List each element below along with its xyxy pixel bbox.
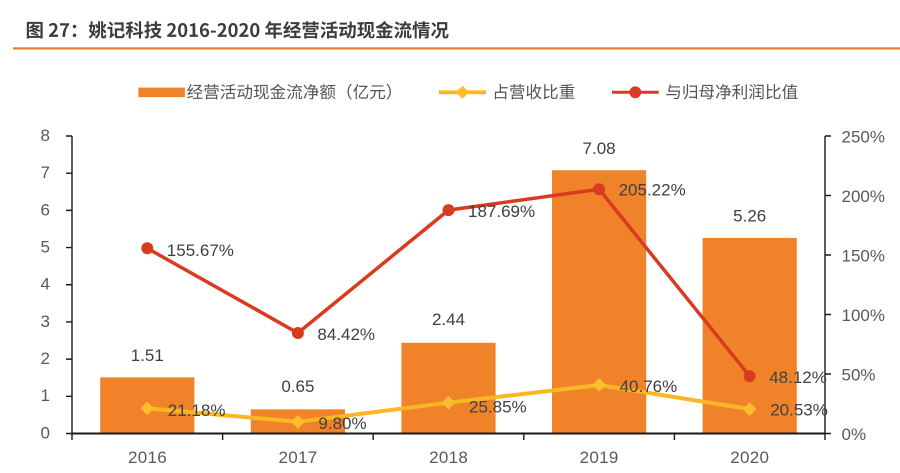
svg-text:9.80%: 9.80% — [318, 414, 366, 433]
svg-text:3: 3 — [41, 312, 50, 331]
svg-text:150%: 150% — [842, 247, 885, 266]
svg-text:2018: 2018 — [429, 448, 468, 467]
svg-text:2017: 2017 — [278, 448, 317, 467]
svg-text:0: 0 — [41, 423, 50, 442]
svg-text:1.51: 1.51 — [131, 346, 164, 365]
svg-text:100%: 100% — [842, 306, 885, 325]
svg-text:50%: 50% — [842, 366, 876, 385]
svg-text:48.12%: 48.12% — [769, 368, 827, 387]
svg-text:6: 6 — [41, 200, 50, 219]
svg-text:2.44: 2.44 — [432, 310, 465, 329]
svg-text:2016: 2016 — [128, 448, 167, 467]
svg-text:205.22%: 205.22% — [619, 180, 686, 199]
svg-text:5.26: 5.26 — [733, 207, 766, 226]
svg-text:2019: 2019 — [580, 448, 619, 467]
svg-text:155.67%: 155.67% — [167, 241, 234, 260]
svg-text:7: 7 — [41, 163, 50, 182]
svg-text:20.53%: 20.53% — [770, 401, 828, 420]
svg-text:25.85%: 25.85% — [469, 398, 527, 417]
svg-text:187.69%: 187.69% — [468, 202, 535, 221]
svg-text:21.18%: 21.18% — [168, 401, 226, 420]
svg-text:7.08: 7.08 — [583, 139, 616, 158]
svg-text:84.42%: 84.42% — [317, 325, 375, 344]
svg-text:2: 2 — [41, 349, 50, 368]
svg-text:8: 8 — [41, 126, 50, 145]
svg-text:40.76%: 40.76% — [620, 377, 678, 396]
svg-text:2020: 2020 — [730, 448, 769, 467]
svg-text:250%: 250% — [842, 128, 885, 147]
svg-text:1: 1 — [41, 386, 50, 405]
svg-text:4: 4 — [41, 275, 50, 294]
svg-text:0%: 0% — [842, 425, 867, 444]
svg-text:200%: 200% — [842, 187, 885, 206]
svg-text:0.65: 0.65 — [281, 377, 314, 396]
svg-text:5: 5 — [41, 238, 50, 257]
